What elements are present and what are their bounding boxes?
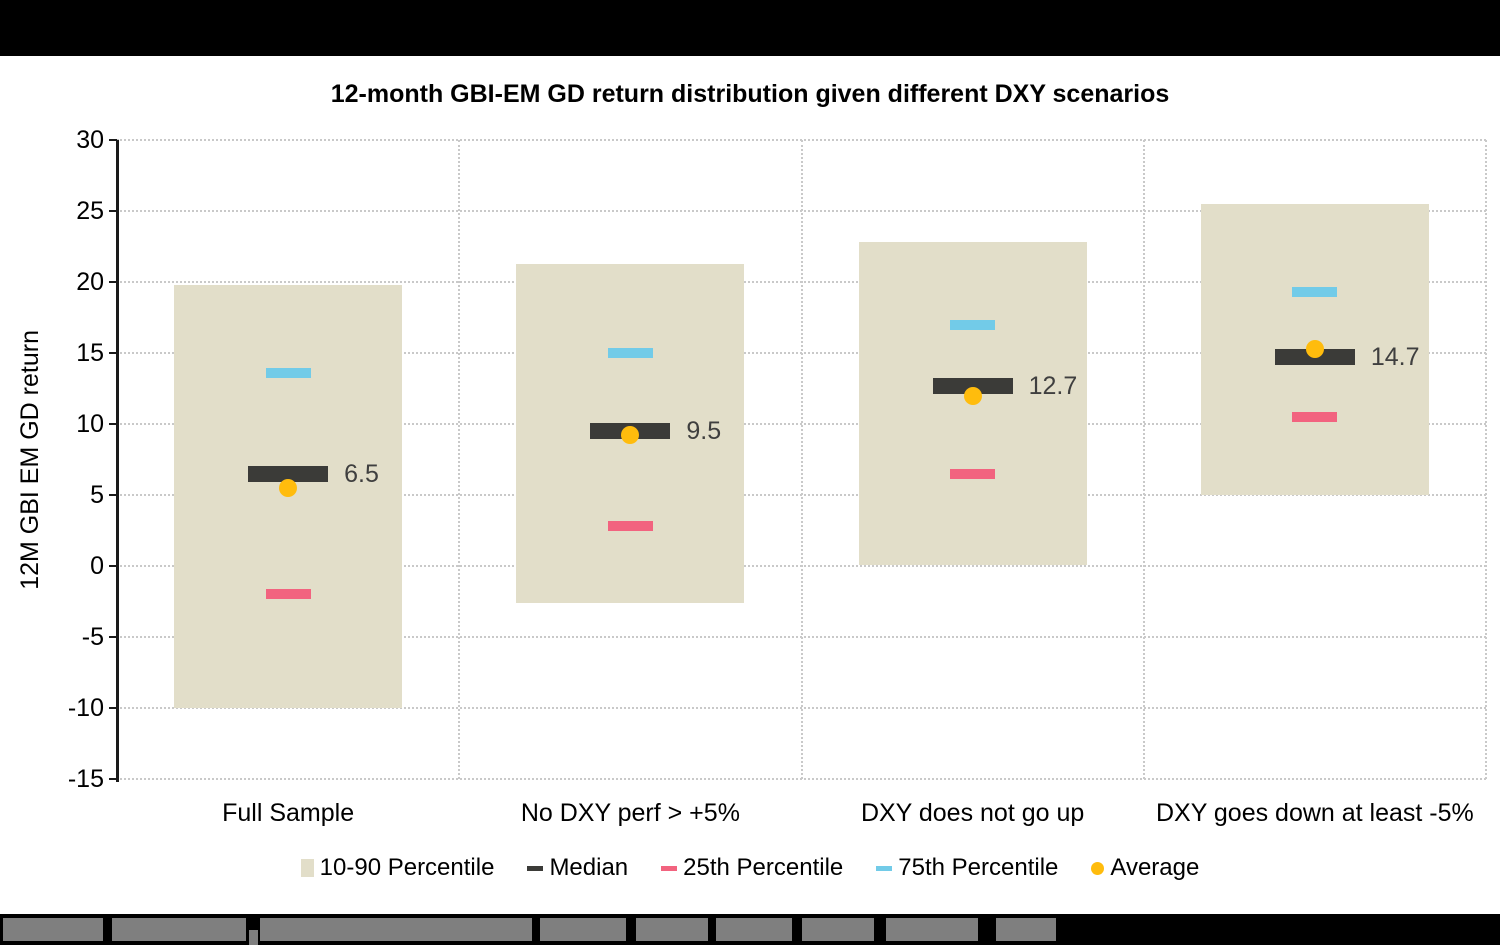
chart-title: 12-month GBI-EM GD return distribution g… <box>330 80 1170 108</box>
legend-swatch-dash-pink-icon <box>661 865 678 871</box>
legend-item-25th-percentile: 25th Percentile <box>661 854 843 882</box>
y-tick-mark-10 <box>109 423 117 425</box>
top-redaction-bar <box>0 0 1500 56</box>
category-label-2: DXY does not go up <box>860 799 1085 827</box>
legend: 10-90 Percentile Median 25th Percentile 75t… <box>0 854 1500 882</box>
gridline-x-1 <box>458 140 461 779</box>
median-value-label-0: 6.5 <box>344 459 379 488</box>
p25-marker-0 <box>265 589 311 600</box>
redacted-comma-mark <box>249 930 258 945</box>
average-dot-0 <box>279 478 298 497</box>
y-tick-label-20: 20 <box>76 268 104 296</box>
median-value-label-2: 12.7 <box>1028 371 1078 400</box>
y-axis-line <box>116 140 119 782</box>
y-tick-mark-0 <box>109 565 117 567</box>
gridline-y--15 <box>117 778 1486 780</box>
legend-label: Median <box>549 854 629 881</box>
legend-swatch-box-icon <box>300 859 314 877</box>
y-tick-mark--5 <box>109 636 117 638</box>
category-label-0: Full Sample <box>222 799 355 827</box>
y-tick-mark--15 <box>109 778 117 780</box>
gridline-x-2 <box>800 140 803 779</box>
redacted-text-block-7 <box>886 918 978 941</box>
redacted-text-block-6 <box>802 918 874 941</box>
legend-item-average: Average <box>1091 854 1199 882</box>
y-tick-mark--10 <box>109 707 117 709</box>
category-label-3: DXY goes down at least -5% <box>1155 799 1474 827</box>
average-dot-3 <box>1305 339 1324 358</box>
p75-marker-0 <box>265 367 311 378</box>
y-tick-mark-20 <box>109 281 117 283</box>
redacted-text-block-5 <box>716 918 792 941</box>
average-dot-2 <box>963 386 982 405</box>
y-tick-mark-30 <box>109 139 117 141</box>
p75-marker-1 <box>607 348 653 358</box>
legend-swatch-dash-blue-icon <box>876 865 893 871</box>
y-tick-label-15: 15 <box>76 339 104 367</box>
redacted-text-block-3 <box>540 918 626 941</box>
p75-marker-2 <box>950 319 996 330</box>
p25-marker-1 <box>607 521 653 532</box>
y-tick-label-10: 10 <box>76 410 104 438</box>
legend-item-10-90-percentile: 10-90 Percentile <box>300 854 495 882</box>
legend-item-75th-percentile: 75th Percentile <box>876 854 1058 882</box>
redacted-text-block-2 <box>260 918 532 941</box>
y-tick-label-25: 25 <box>76 197 104 225</box>
y-tick-label--5: -5 <box>81 623 104 651</box>
legend-swatch-dash-dark-icon <box>527 865 544 871</box>
y-tick-label-5: 5 <box>90 481 104 509</box>
gridline-x-4 <box>1485 140 1487 779</box>
average-dot-1 <box>621 426 640 445</box>
median-value-label-3: 14.7 <box>1370 343 1420 372</box>
redacted-text-block-1 <box>112 918 246 941</box>
median-marker-0 <box>248 465 329 482</box>
y-tick-label-30: 30 <box>76 126 104 154</box>
category-label-1: No DXY perf > +5% <box>520 799 740 827</box>
p25-marker-3 <box>1292 411 1338 422</box>
median-marker-2 <box>932 377 1013 394</box>
redacted-text-block-0 <box>3 918 103 941</box>
legend-label: 25th Percentile <box>683 854 844 881</box>
bottom-redaction-bar <box>0 914 1500 945</box>
y-tick-label--10: -10 <box>67 694 104 722</box>
legend-label: Average <box>1110 854 1200 881</box>
p25-marker-2 <box>950 468 996 479</box>
legend-swatch-dot-yellow-icon <box>1091 861 1105 875</box>
legend-label: 75th Percentile <box>898 854 1059 881</box>
y-tick-mark-15 <box>109 352 117 354</box>
median-value-label-1: 9.5 <box>686 417 722 446</box>
y-tick-mark-25 <box>109 210 117 212</box>
y-tick-label--15: -15 <box>67 765 104 793</box>
legend-item-median: Median <box>527 854 628 882</box>
gridline-x-3 <box>1142 140 1145 779</box>
redacted-text-block-8 <box>996 918 1056 941</box>
redacted-text-block-4 <box>636 918 708 941</box>
legend-label: 10-90 Percentile <box>319 854 495 881</box>
p75-marker-3 <box>1292 286 1338 297</box>
y-tick-label-0: 0 <box>90 552 104 580</box>
y-tick-mark-5 <box>109 494 117 496</box>
